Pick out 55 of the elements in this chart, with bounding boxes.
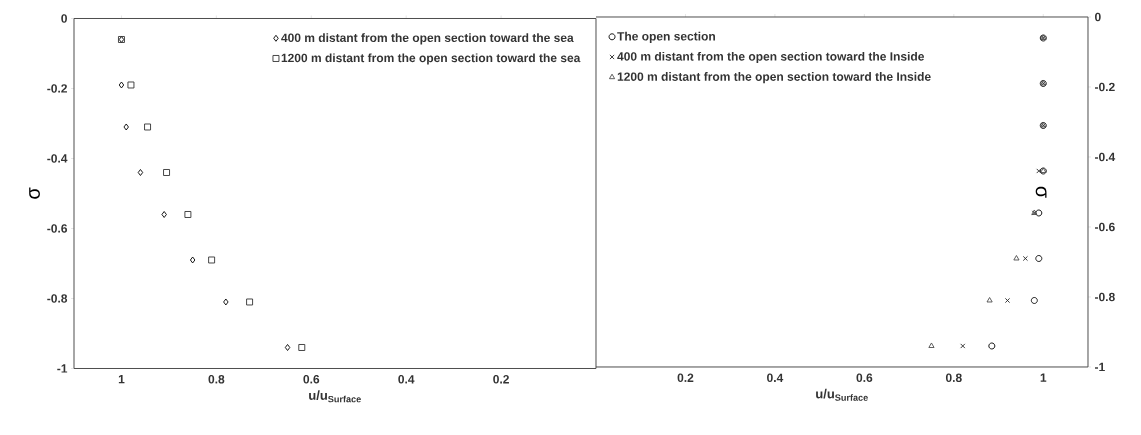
point [1035, 209, 1043, 217]
x-tick-label: 0.2 [493, 375, 509, 384]
x-axis-title: u/u$_{Surface}$ [309, 390, 361, 403]
y-tick-label: -0.8 [47, 294, 68, 303]
point [1030, 297, 1038, 304]
point [928, 342, 935, 348]
point [988, 342, 996, 350]
y-tick-label: -0.2 [47, 84, 67, 93]
point [184, 211, 192, 218]
point [1036, 168, 1042, 174]
point [1022, 255, 1028, 262]
point [208, 256, 216, 264]
legend-label: 1200 m distant from the open section toward the sea [281, 53, 581, 65]
y-axis-title: σ [1035, 186, 1047, 198]
point [986, 297, 993, 303]
y-tick-label: 0 [1095, 12, 1101, 22]
x-tick-label: 0.8 [945, 373, 962, 383]
y-tick-label: -0.4 [47, 154, 68, 163]
x-tick-label: 0.6 [303, 375, 320, 384]
y-tick-label: -0.2 [1095, 82, 1115, 92]
point [163, 169, 170, 176]
y-tick-label: -0.8 [1095, 292, 1115, 302]
legend-label: The open section [617, 31, 715, 43]
y-tick-label: -0.6 [1095, 222, 1115, 232]
y-tick-label: -1 [57, 364, 68, 373]
x-tick-label: 0.2 [677, 373, 694, 383]
y-axis-title: σ [29, 187, 40, 199]
x-axis-title: u/u$_{Surface}$ [816, 388, 868, 401]
point [284, 344, 291, 351]
point [118, 81, 125, 89]
point [144, 123, 152, 131]
x-tick-label: 0.4 [767, 373, 784, 383]
point [161, 211, 167, 218]
legend-label: 1200 m distant from the open section toward the Inside [617, 72, 931, 84]
point [123, 123, 129, 131]
x-tick-label: 0.8 [208, 375, 225, 384]
y-tick-label: -0.6 [47, 224, 68, 233]
x-tick-label: 0.4 [398, 375, 415, 384]
point [1035, 255, 1043, 262]
legend-label: 400 m distant from the open section toward the Inside [617, 51, 925, 64]
y-tick-label: 0 [61, 14, 67, 23]
x-tick-label: 0.6 [856, 373, 873, 383]
point [137, 169, 144, 176]
point [1013, 255, 1020, 261]
point [127, 81, 135, 89]
point [960, 343, 966, 349]
point [223, 298, 229, 306]
y-tick-label: -0.4 [1095, 152, 1116, 162]
x-tick-label: 1 [118, 375, 125, 384]
x-tick-label: 1 [1040, 373, 1047, 382]
point [298, 344, 306, 351]
point [246, 298, 254, 306]
point [189, 256, 196, 264]
legend-label: 400 m distant from the open section toward the sea [281, 33, 574, 45]
y-tick-label: -1 [1095, 362, 1105, 372]
